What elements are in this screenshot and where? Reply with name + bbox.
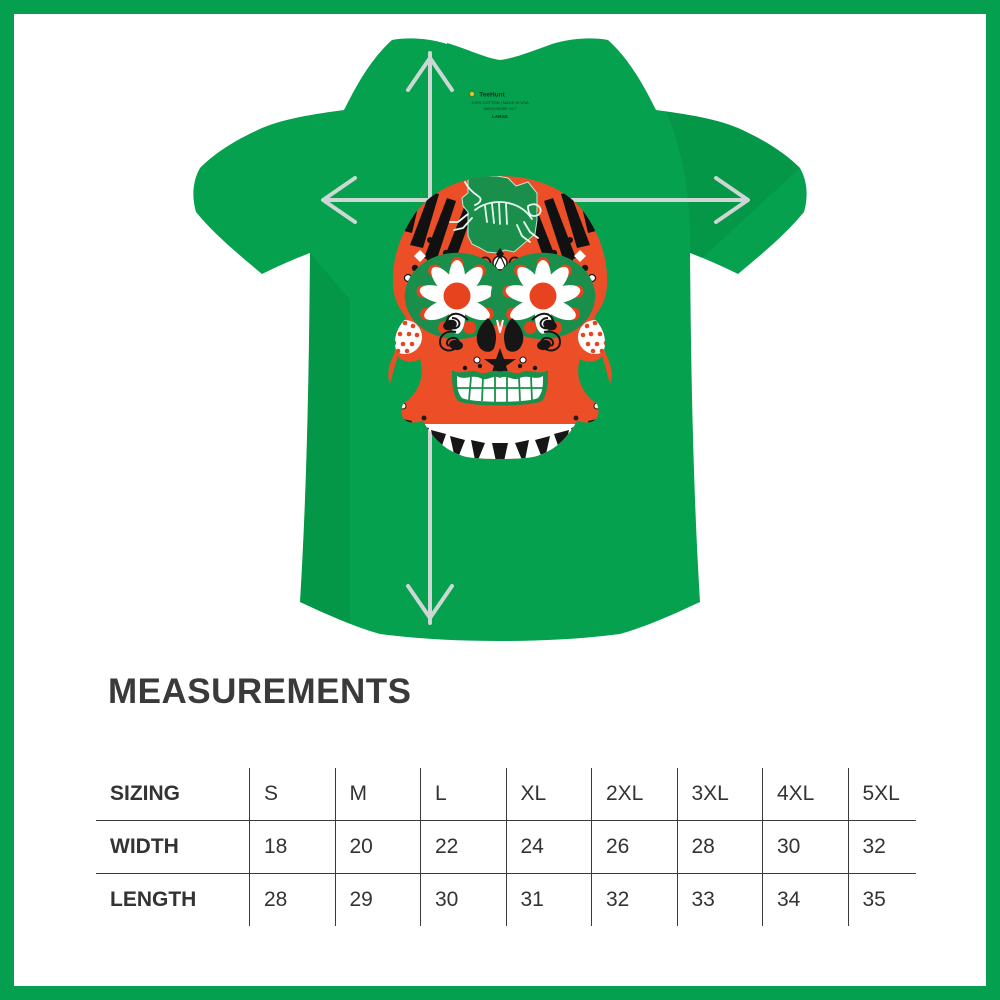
svg-text:100% COTTON | MADE IN USA: 100% COTTON | MADE IN USA xyxy=(471,100,529,105)
svg-text:TeeHunt: TeeHunt xyxy=(479,92,505,99)
svg-text:LARGE: LARGE xyxy=(492,114,508,119)
svg-text:WASH INSIDE OUT: WASH INSIDE OUT xyxy=(483,107,517,111)
